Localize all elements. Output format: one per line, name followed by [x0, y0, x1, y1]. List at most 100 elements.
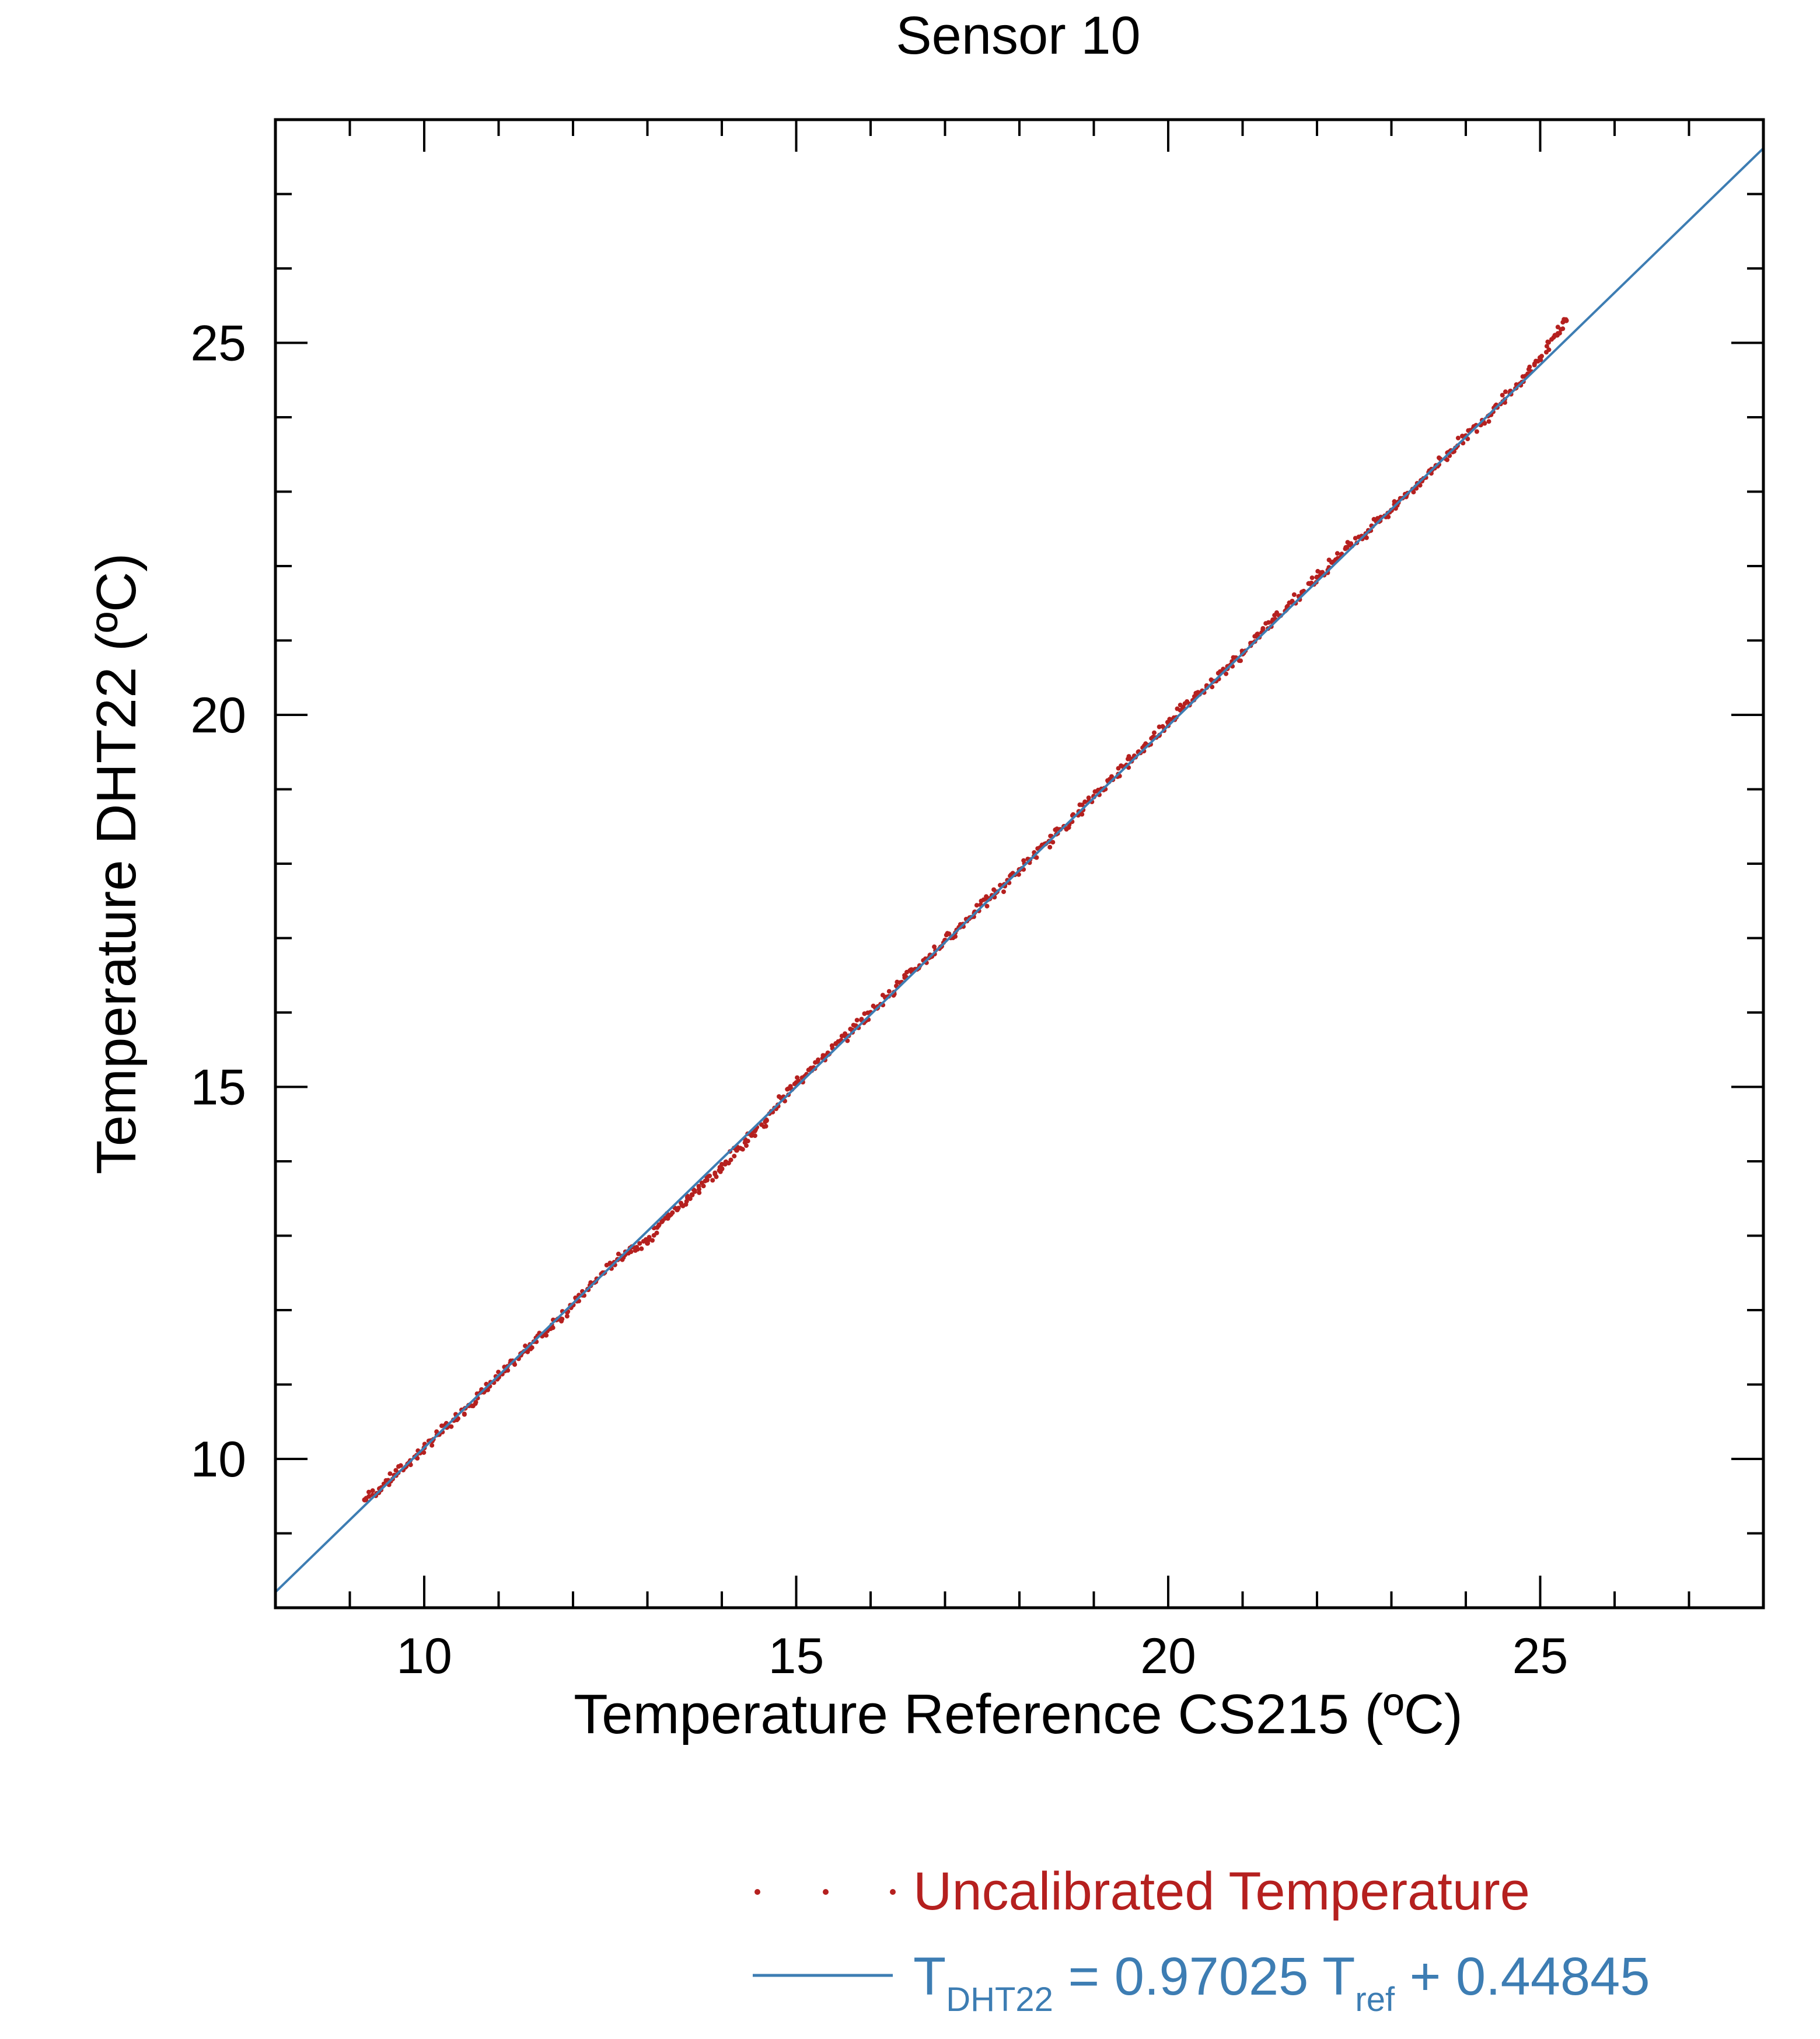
data-point — [981, 897, 986, 902]
legend-fit-tail: + 0.44845 — [1395, 1947, 1650, 2006]
data-point — [1266, 620, 1271, 625]
fit-line — [275, 147, 1763, 1593]
data-point — [637, 1241, 642, 1246]
data-point — [953, 934, 958, 939]
data-point — [654, 1230, 659, 1235]
data-point — [1532, 362, 1537, 368]
plot-area — [275, 147, 1763, 1593]
x-tick-label: 25 — [1512, 1628, 1569, 1684]
data-point — [829, 1043, 834, 1048]
data-point — [689, 1192, 695, 1197]
legend-dot — [754, 1889, 760, 1895]
data-point — [734, 1147, 739, 1153]
data-point — [707, 1174, 712, 1178]
data-point — [728, 1157, 733, 1162]
data-point — [1021, 858, 1026, 863]
data-point — [1445, 457, 1449, 462]
data-point — [616, 1251, 621, 1256]
data-point — [1335, 551, 1340, 556]
data-point — [1034, 855, 1039, 860]
data-point — [1364, 535, 1369, 540]
data-point — [1315, 568, 1321, 574]
y-tick-label: 25 — [190, 316, 246, 372]
data-point — [1080, 812, 1085, 817]
data-point — [738, 1146, 743, 1151]
data-point — [639, 1246, 644, 1251]
data-point — [1474, 429, 1479, 434]
legend: Uncalibrated Temperature TDHT22 = 0.9702… — [753, 1862, 1650, 2019]
x-axis-label: Temperature Reference CS215 (ºC) — [574, 1683, 1463, 1745]
data-point — [974, 903, 979, 908]
data-point — [1126, 754, 1131, 759]
x-tick-label: 10 — [396, 1628, 452, 1684]
data-point — [687, 1196, 693, 1202]
y-axis-label: Temperature DHT22 (ºC) — [85, 553, 148, 1175]
data-point — [525, 1349, 530, 1354]
data-point — [607, 1261, 613, 1266]
data-point — [1546, 340, 1551, 345]
data-point — [1539, 354, 1544, 359]
data-point — [932, 944, 937, 949]
data-point — [1482, 421, 1487, 426]
data-point — [886, 989, 892, 994]
legend-scatter-marker — [754, 1889, 896, 1895]
data-point — [1320, 570, 1325, 575]
data-point — [473, 1399, 478, 1405]
data-point — [398, 1463, 403, 1468]
data-point — [1544, 344, 1549, 349]
x-tick-label: 15 — [768, 1628, 825, 1684]
data-point — [550, 1325, 556, 1331]
data-point — [684, 1199, 689, 1204]
legend-dot — [823, 1889, 829, 1895]
legend-scatter-label: Uncalibrated Temperature — [913, 1862, 1530, 1921]
data-point — [462, 1411, 467, 1416]
data-point — [854, 1018, 860, 1023]
data-point — [1157, 724, 1162, 729]
data-point — [1080, 802, 1085, 808]
y-tick-label: 10 — [190, 1432, 246, 1488]
data-point — [1486, 419, 1491, 424]
data-point — [659, 1219, 665, 1224]
data-point — [421, 1450, 427, 1455]
data-point — [1047, 844, 1053, 850]
data-point — [1086, 795, 1091, 801]
legend-dot — [890, 1889, 896, 1895]
axis-ticks — [274, 118, 1765, 1609]
legend-fit-sub2: ref — [1355, 1981, 1395, 2019]
data-point — [1344, 544, 1350, 550]
data-point — [1260, 626, 1266, 631]
data-point — [512, 1362, 518, 1367]
data-point — [650, 1238, 655, 1243]
data-point — [1001, 889, 1006, 895]
plot-inner — [275, 147, 1763, 1593]
legend-fit-eq: = 0.97025 T — [1053, 1947, 1356, 2006]
data-point — [1560, 326, 1566, 331]
legend-fit-t1: T — [913, 1947, 946, 2006]
data-point — [1411, 490, 1416, 495]
data-point — [692, 1188, 697, 1193]
data-point — [560, 1317, 565, 1322]
data-point — [984, 903, 990, 909]
data-point — [752, 1133, 757, 1139]
data-point — [408, 1462, 413, 1468]
data-point — [529, 1345, 535, 1350]
data-point — [1291, 592, 1297, 597]
data-point — [763, 1123, 768, 1129]
data-point — [816, 1057, 821, 1062]
y-tick-label: 15 — [190, 1060, 246, 1116]
data-point — [634, 1245, 640, 1250]
data-point — [696, 1183, 701, 1189]
data-point — [670, 1210, 675, 1215]
data-point — [843, 1031, 848, 1036]
data-point — [1527, 364, 1532, 369]
data-point — [1538, 357, 1543, 362]
y-tick-label: 20 — [190, 687, 246, 743]
data-point — [1500, 393, 1505, 398]
data-point — [469, 1403, 474, 1408]
data-point — [370, 1488, 375, 1493]
data-point — [795, 1075, 800, 1080]
data-point — [719, 1162, 724, 1167]
data-point — [719, 1166, 725, 1172]
